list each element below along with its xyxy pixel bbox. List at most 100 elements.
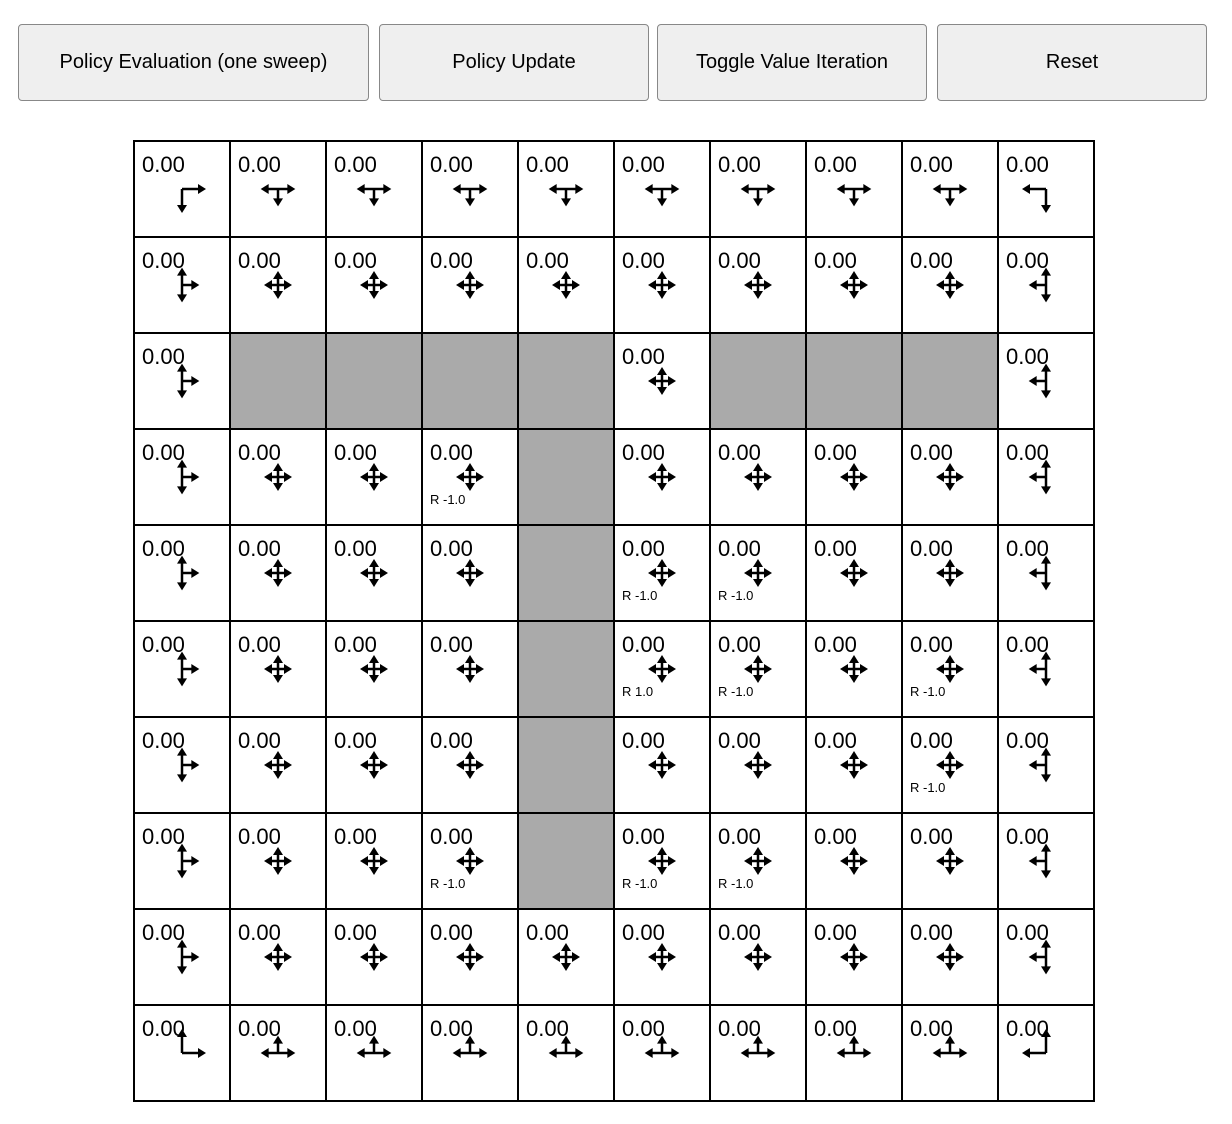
arrowhead-up-icon xyxy=(465,847,475,855)
arrowhead-down-icon xyxy=(1041,966,1051,975)
arrowhead-up-icon xyxy=(849,943,859,951)
wall-cell[interactable] xyxy=(517,428,615,526)
wall-cell[interactable] xyxy=(325,332,423,430)
arrowhead-up-icon xyxy=(753,463,763,471)
arrowhead-left-icon xyxy=(840,760,848,770)
arrowhead-down-icon xyxy=(177,582,187,591)
arrowhead-down-icon xyxy=(273,675,283,683)
arrowhead-up-icon xyxy=(177,1029,187,1037)
state-value: 0.00 xyxy=(1006,1016,1049,1041)
reward-label: R -1.0 xyxy=(910,780,945,795)
arrowhead-down-icon xyxy=(177,966,187,975)
arrowhead-up-icon xyxy=(849,847,859,855)
arrowhead-up-icon xyxy=(849,751,859,759)
arrowhead-up-icon xyxy=(273,847,283,855)
grid-cell[interactable] xyxy=(229,236,327,334)
wall-cell[interactable] xyxy=(901,332,999,430)
arrowhead-left-icon xyxy=(548,1048,557,1058)
arrowhead-right-icon xyxy=(380,856,388,866)
arrowhead-right-icon xyxy=(575,1048,584,1058)
arrowhead-down-icon xyxy=(177,294,187,303)
arrowhead-down-icon xyxy=(273,867,283,875)
arrowhead-left-icon xyxy=(936,280,944,290)
arrowhead-left-icon xyxy=(1028,568,1037,578)
arrowhead-left-icon xyxy=(264,760,272,770)
arrowhead-down-icon xyxy=(849,198,859,207)
arrowhead-right-icon xyxy=(380,472,388,482)
arrowhead-right-icon xyxy=(287,184,296,194)
arrowhead-right-icon xyxy=(572,952,580,962)
wall-cell[interactable] xyxy=(517,716,615,814)
arrowhead-left-icon xyxy=(1022,1048,1030,1058)
state-value: 0.00 xyxy=(334,728,377,753)
toggle-value-iteration-button[interactable]: Toggle Value Iteration xyxy=(657,24,927,101)
arrowhead-down-icon xyxy=(177,486,187,495)
arrowhead-down-icon xyxy=(273,483,283,491)
arrowhead-down-icon xyxy=(465,483,475,491)
wall-cell[interactable] xyxy=(421,332,519,430)
arrowhead-up-icon xyxy=(177,363,187,372)
grid-cell[interactable] xyxy=(133,524,231,622)
arrowhead-down-icon xyxy=(273,291,283,299)
wall-cell[interactable] xyxy=(517,524,615,622)
arrowhead-left-icon xyxy=(1028,280,1037,290)
arrowhead-right-icon xyxy=(476,760,484,770)
arrowhead-up-icon xyxy=(849,463,859,471)
arrowhead-left-icon xyxy=(452,184,461,194)
arrowhead-up-icon xyxy=(753,271,763,279)
arrowhead-left-icon xyxy=(260,1048,269,1058)
arrowhead-left-icon xyxy=(648,760,656,770)
arrowhead-down-icon xyxy=(273,579,283,587)
wall-cell[interactable] xyxy=(517,620,615,718)
reward-label: R -1.0 xyxy=(910,684,945,699)
arrowhead-right-icon xyxy=(956,856,964,866)
state-value: 0.00 xyxy=(142,152,185,177)
arrowhead-right-icon xyxy=(284,856,292,866)
arrowhead-right-icon xyxy=(860,568,868,578)
arrowhead-left-icon xyxy=(936,568,944,578)
arrowhead-left-icon xyxy=(644,184,653,194)
state-value: 0.00 xyxy=(814,440,857,465)
arrowhead-down-icon xyxy=(849,483,859,491)
state-value: 0.00 xyxy=(622,344,665,369)
state-value: 0.00 xyxy=(814,248,857,273)
state-value: 0.00 xyxy=(1006,440,1049,465)
arrowhead-up-icon xyxy=(465,1035,475,1044)
arrowhead-down-icon xyxy=(753,579,763,587)
arrowhead-right-icon xyxy=(476,664,484,674)
wall-cell[interactable] xyxy=(229,332,327,430)
state-value: 0.00 xyxy=(142,824,185,849)
arrowhead-down-icon xyxy=(1041,205,1051,213)
arrowhead-up-icon xyxy=(273,943,283,951)
arrowhead-up-icon xyxy=(1041,363,1051,372)
policy-evaluation-button[interactable]: Policy Evaluation (one sweep) xyxy=(18,24,369,101)
arrowhead-left-icon xyxy=(1028,472,1037,482)
state-value: 0.00 xyxy=(718,536,761,561)
state-value: 0.00 xyxy=(814,920,857,945)
arrowhead-up-icon xyxy=(657,463,667,471)
wall-cell[interactable] xyxy=(517,812,615,910)
arrowhead-up-icon xyxy=(753,1035,763,1044)
arrowhead-left-icon xyxy=(648,856,656,866)
wall-cell[interactable] xyxy=(517,332,615,430)
gridworld[interactable]: 0.00 0.00 0.00 0.00 0.00 0.00 0.00 0.00 0.00 0.00… xyxy=(133,140,1097,1104)
reward-label: R -1.0 xyxy=(430,492,465,507)
reset-button[interactable]: Reset xyxy=(937,24,1207,101)
arrowhead-left-icon xyxy=(648,280,656,290)
state-value: 0.00 xyxy=(430,536,473,561)
arrowhead-left-icon xyxy=(264,664,272,674)
reward-label: R -1.0 xyxy=(718,876,753,891)
wall-cell[interactable] xyxy=(805,332,903,430)
arrowhead-left-icon xyxy=(740,1048,749,1058)
arrowhead-left-icon xyxy=(456,760,464,770)
state-value: 0.00 xyxy=(334,248,377,273)
state-value: 0.00 xyxy=(430,824,473,849)
state-value: 0.00 xyxy=(910,440,953,465)
wall-cell[interactable] xyxy=(709,332,807,430)
arrowhead-down-icon xyxy=(753,771,763,779)
grid-cell[interactable] xyxy=(805,236,903,334)
grid-cell[interactable] xyxy=(997,140,1095,238)
arrowhead-down-icon xyxy=(945,483,955,491)
arrowhead-down-icon xyxy=(465,675,475,683)
policy-update-button[interactable]: Policy Update xyxy=(379,24,649,101)
